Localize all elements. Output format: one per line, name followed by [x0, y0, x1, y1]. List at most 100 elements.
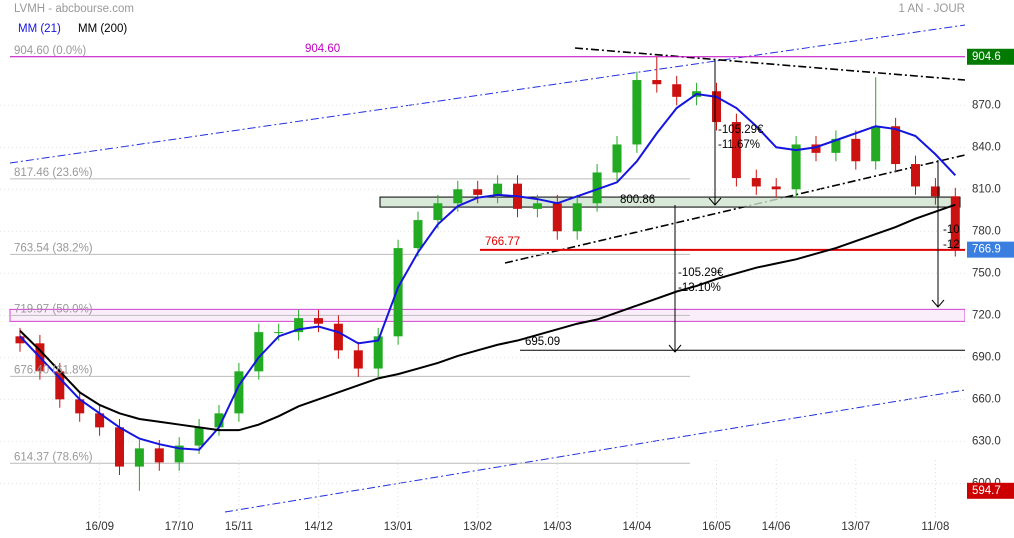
x-tick-label: 13/02 [463, 521, 492, 533]
fib-label: 904.60 (0.0%) [14, 45, 86, 57]
candle-body [214, 413, 224, 428]
zone [379, 196, 961, 208]
annotation: -11.67% [718, 139, 760, 151]
price-tag [967, 48, 1014, 65]
candle-body [134, 448, 144, 467]
candle-body [632, 80, 642, 145]
candle-body [55, 371, 65, 400]
candle-body [891, 126, 901, 165]
candle-body [95, 413, 105, 428]
x-tick-label: 15/11 [225, 521, 253, 533]
candle-body [652, 80, 662, 85]
ma-line [19, 203, 956, 432]
candle-body [811, 144, 821, 153]
candle-body [75, 399, 85, 414]
period: 1 AN - JOUR [899, 3, 965, 15]
legend-entry: MM (21) [18, 23, 61, 35]
x-tick-label: 11/08 [921, 521, 949, 533]
candle-body [234, 371, 244, 414]
x-tick-label: 16/05 [702, 521, 731, 533]
x-tick-label: 14/12 [304, 521, 333, 533]
candle-body [115, 427, 124, 467]
y-tick-label: 870.0 [972, 99, 1001, 111]
y-tick-label: 690.0 [972, 351, 1001, 363]
candle-body [254, 332, 264, 372]
fib-label: 763.54 (38.2%) [14, 242, 93, 254]
candle-body [15, 336, 25, 344]
y-tick-label: 750.0 [972, 267, 1001, 279]
price-tag [967, 241, 1014, 258]
annotation: -13.10% [678, 282, 721, 294]
candle-body [453, 189, 463, 204]
candle-body [851, 138, 861, 162]
y-tick-label: 720.0 [972, 309, 1001, 321]
price-tag [967, 482, 1014, 499]
fib-label: 817.46 (23.6%) [14, 167, 93, 179]
candle-body [672, 84, 682, 97]
candle-body [274, 332, 284, 334]
arrow [668, 205, 682, 353]
candle-body [353, 350, 363, 369]
candle-body [333, 323, 343, 351]
annotation: -10 [943, 224, 960, 236]
x-tick-label: 13/07 [841, 521, 870, 533]
level-label: 800.86 [620, 194, 655, 206]
candle-body [592, 172, 602, 204]
channel-line [224, 389, 965, 513]
candle-body [911, 164, 920, 187]
trend-line [504, 154, 965, 264]
arrow [708, 60, 722, 206]
candle-body [174, 445, 184, 463]
x-tick-label: 13/01 [384, 521, 413, 533]
candle-body [950, 196, 960, 250]
candle-body [393, 248, 403, 337]
candle-body [373, 336, 383, 369]
candle-body [154, 448, 164, 463]
price-tag-label: 594.7 [972, 485, 1001, 497]
candle-body [473, 189, 483, 195]
price-tag-label: 904.6 [972, 51, 1001, 63]
candle-body [712, 91, 721, 123]
candle-body [751, 178, 761, 187]
candle-body [612, 144, 622, 173]
candle-body [572, 203, 582, 232]
y-tick-label: 780.0 [972, 225, 1001, 237]
candle-body [433, 203, 443, 221]
ma-line [19, 92, 957, 451]
y-tick-label: 630.0 [972, 435, 1001, 447]
arrows [668, 60, 945, 353]
candle-body [871, 126, 881, 162]
candle-body [294, 318, 304, 333]
y-tick-label: 840.0 [972, 141, 1001, 153]
candle-body [930, 186, 940, 197]
channel-line [9, 24, 965, 164]
fib-label: 614.37 (78.6%) [14, 451, 93, 463]
x-tick-label: 16/09 [85, 521, 114, 533]
y-tick-label: 660.0 [972, 393, 1001, 405]
candle-body [493, 183, 503, 195]
candle-body [532, 203, 542, 209]
candle-body [314, 318, 323, 324]
level-label: 904.60 [305, 43, 340, 55]
x-tick-label: 14/06 [762, 521, 791, 533]
annotation: -105.29€ [678, 267, 724, 279]
annotation: -12 [943, 239, 960, 251]
fib-label: 719.97 (50.0%) [14, 303, 93, 315]
candle-body [771, 186, 781, 190]
plot: -105.29€ -11.67% -105.29€ -13.10% -10 -12 [0, 24, 965, 517]
price-tag-label: 766.9 [972, 244, 1001, 256]
level-label: 766.77 [485, 236, 520, 248]
fib-label: 676.40 (61.8%) [14, 364, 93, 376]
x-tick-label: 14/03 [543, 521, 572, 533]
chart-title: LVMH - abcbourse.com [14, 3, 134, 15]
candle-body [413, 220, 423, 249]
legend-entry: MM (200) [78, 23, 127, 35]
candle-body [194, 427, 204, 446]
candle-body [731, 122, 741, 179]
candle-body [831, 138, 841, 153]
arrow [931, 160, 945, 308]
x-tick-label: 14/04 [623, 521, 652, 533]
y-tick-label: 810.0 [972, 183, 1001, 195]
